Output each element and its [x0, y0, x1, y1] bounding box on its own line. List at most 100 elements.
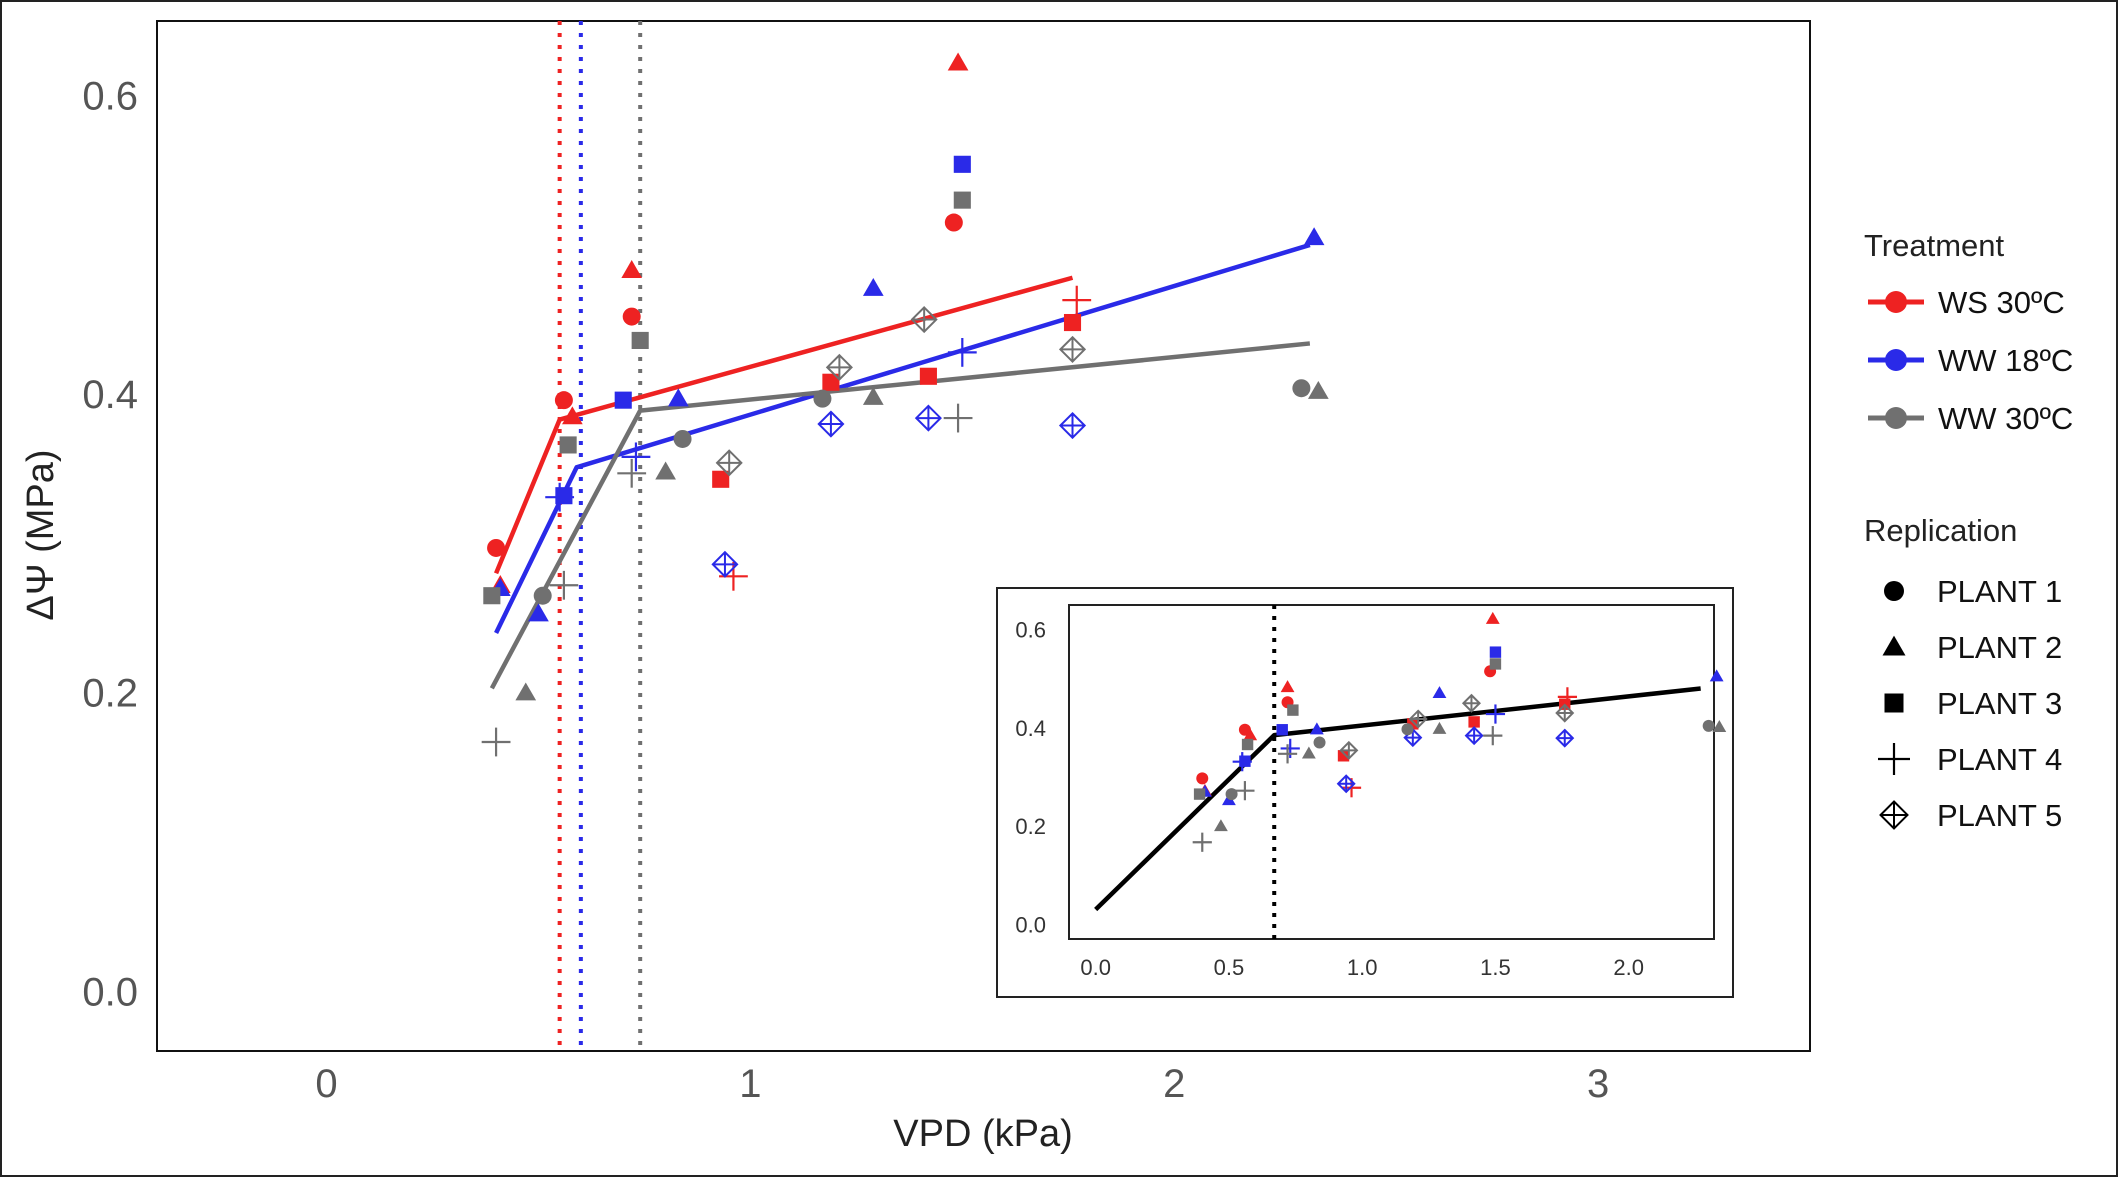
data-point — [617, 458, 647, 488]
data-point — [1307, 380, 1329, 399]
inset-data-point-shape — [1432, 686, 1447, 699]
legend-key-marker — [1882, 635, 1906, 656]
data-point — [549, 570, 579, 600]
data-point — [621, 260, 643, 278]
data-point — [862, 386, 884, 405]
data-point — [910, 305, 938, 334]
inset-data-point — [1407, 718, 1419, 730]
data-point — [481, 727, 511, 757]
inset-data-point-shape — [1225, 788, 1238, 801]
inset-data-point-shape — [1241, 738, 1254, 751]
inset-x-tick-label: 1.5 — [1480, 955, 1511, 980]
y-tick-label: 0.2 — [82, 672, 138, 716]
data-point — [528, 603, 549, 622]
inset-fit-line — [1094, 686, 1701, 912]
data-point-shape — [1292, 379, 1311, 398]
data-point — [817, 410, 845, 438]
data-point-shape — [712, 470, 730, 488]
inset-chart: 0.0 0.5 1.0 1.5 2.0 0.0 0.2 0.4 0.6 — [996, 587, 1734, 998]
inset-data-points — [1192, 611, 1727, 852]
inset-data-point — [1193, 788, 1206, 800]
inset-data-point-shape — [1489, 646, 1502, 658]
data-point — [715, 449, 743, 477]
inset-data-point-shape — [1313, 736, 1326, 749]
inset-data-point-shape — [1468, 716, 1480, 728]
data-point-shape — [862, 386, 884, 405]
inset-data-point — [1337, 750, 1350, 762]
inset-plot-panel — [1068, 604, 1715, 940]
inset-data-point — [1280, 680, 1295, 693]
data-point — [825, 353, 853, 381]
data-point — [919, 367, 937, 385]
inset-data-point — [1408, 709, 1428, 729]
inset-data-point — [1276, 724, 1288, 736]
inset-data-point — [1339, 740, 1359, 760]
inset-data-point — [1214, 819, 1228, 832]
legend-label: WW 18ºC — [1938, 343, 2073, 378]
inset-data-point — [1483, 726, 1503, 746]
legend-item-treatment: WW 30ºC — [1868, 401, 2073, 436]
inset-data-point-shape — [1485, 611, 1500, 624]
data-point — [944, 213, 963, 232]
legend-key-marker — [1878, 743, 1910, 775]
inset-data-point — [1196, 772, 1209, 785]
data-point-shape — [944, 213, 963, 232]
data-point-shape — [614, 391, 632, 409]
inset-data-point — [1468, 716, 1480, 728]
inset-data-point — [1432, 721, 1447, 734]
data-point-shape — [1303, 227, 1325, 246]
inset-data-point-shape — [1309, 722, 1324, 735]
data-point-shape — [555, 487, 573, 505]
data-point — [621, 442, 651, 472]
legend-label: PLANT 2 — [1937, 630, 2062, 665]
data-point — [533, 586, 552, 605]
inset-data-point — [1235, 781, 1255, 801]
inset-data-point-shape — [1401, 723, 1414, 736]
legend-item-replication: PLANT 3 — [1884, 686, 2062, 721]
data-point — [515, 682, 537, 701]
inset-data-point-shape — [1196, 772, 1209, 785]
data-point — [947, 52, 969, 71]
data-point — [711, 550, 739, 578]
legend-title-replication: Replication — [1864, 513, 2017, 548]
inset-x-tick-label: 2.0 — [1613, 955, 1644, 980]
data-point — [862, 277, 884, 296]
inset-y-tick-label: 0.2 — [1015, 814, 1046, 839]
legend-key-dot — [1885, 291, 1907, 313]
data-point — [1292, 379, 1311, 398]
y-tick-label: 0.4 — [82, 373, 138, 417]
legend-label: PLANT 4 — [1937, 742, 2062, 777]
data-point — [1063, 313, 1082, 332]
legend-item-treatment: WS 30ºC — [1868, 285, 2065, 320]
inset-data-point — [1485, 611, 1500, 624]
data-point — [822, 373, 840, 391]
data-point — [943, 403, 973, 433]
inset-fit-polyline — [1094, 686, 1701, 912]
data-point-shape — [919, 367, 937, 385]
breakpoint-lines — [557, 21, 643, 1051]
inset-data-point-shape — [1709, 669, 1724, 682]
data-point-shape — [813, 389, 832, 408]
data-point-shape — [562, 406, 583, 425]
data-point — [483, 587, 501, 605]
data-point-shape — [515, 682, 537, 701]
inset-x-tick-label: 1.0 — [1347, 955, 1378, 980]
inset-data-point — [1489, 658, 1502, 670]
inset-data-point — [1301, 746, 1316, 759]
data-point — [953, 191, 971, 209]
main-axis-ticks: 0 1 2 3 0.0 0.2 0.4 0.6 — [82, 75, 1609, 1106]
x-tick-label: 2 — [1163, 1062, 1185, 1106]
inset-data-point-shape — [1489, 658, 1502, 670]
legend-key-marker-shape — [1884, 693, 1904, 713]
data-point — [555, 487, 573, 505]
data-point — [953, 155, 971, 173]
data-point-shape — [1063, 313, 1082, 332]
legend-item-treatment: WW 18ºC — [1868, 343, 2073, 378]
inset-data-point — [1313, 736, 1326, 749]
inset-data-point — [1241, 738, 1254, 751]
data-point — [667, 388, 689, 407]
inset-data-point — [1555, 728, 1575, 748]
inset-data-point — [1432, 686, 1447, 699]
data-point — [554, 391, 573, 410]
data-point — [712, 470, 730, 488]
